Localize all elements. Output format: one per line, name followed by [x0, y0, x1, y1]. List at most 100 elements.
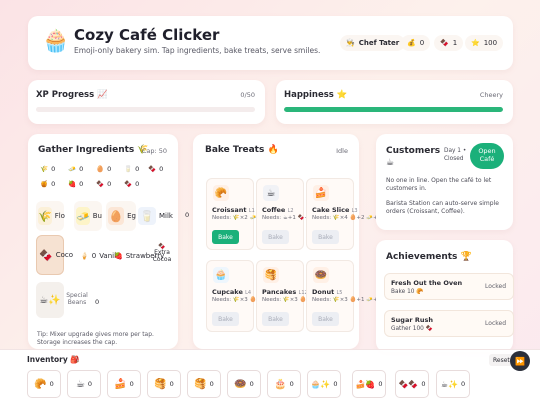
gather-tip: Tip: Mixer upgrade gives more per tap. S…: [37, 331, 154, 347]
inventory-slot[interactable]: 🍰🍓 0: [352, 370, 386, 398]
gather-flour-button[interactable]: 🌾 Flo: [36, 201, 65, 231]
birthday-cake-icon: 🎂: [274, 378, 287, 390]
slot-count: 0: [249, 380, 254, 388]
resource-cocoa: 🍫 0: [148, 165, 163, 173]
milk-count: 0: [185, 211, 190, 219]
gather-vanilla-button[interactable]: 🍦 0 Vanill: [80, 249, 120, 263]
recipe-name-text: Donut: [312, 288, 335, 296]
recipe-name: Croissant L1: [212, 206, 255, 214]
bake-donut-button[interactable]: Bake: [312, 312, 339, 326]
bake-coffee-button[interactable]: Bake: [262, 230, 289, 244]
gather-milk-button[interactable]: 🥛 Milk: [138, 201, 178, 231]
achievement-name: Sugar Rush: [391, 316, 433, 324]
inventory-slot[interactable]: 🎂 0: [267, 370, 301, 398]
cupcake-logo-icon: 🧁: [42, 29, 70, 54]
coffee-icon: ☕: [75, 378, 85, 390]
gather-strawberry-button[interactable]: 🍓 Strawberry: [114, 249, 174, 263]
recipe-needs: Needs: 🌾×3 🥚+1 🧈+1: [312, 297, 382, 303]
resource-special: 🍫 0: [124, 180, 139, 188]
milk-icon: 🥛: [124, 165, 133, 173]
chocolate-bars-icon: 🍫🍫: [398, 379, 419, 389]
recipe-level: L12: [298, 290, 308, 296]
inventory-slot[interactable]: 🧁✨ 0: [307, 370, 341, 398]
cupcake-icon: 🧁: [213, 267, 229, 283]
slot-count: 0: [49, 380, 54, 388]
customers-title: Customers ☕: [386, 146, 441, 168]
resource-count: 0: [107, 180, 112, 188]
reset-button[interactable]: Reset: [489, 354, 514, 366]
resource-count: 0: [51, 165, 56, 173]
recipe-needs: Needs: 🌾×2 🧈+1: [212, 215, 265, 221]
chef-badge[interactable]: 👨‍🍳 Chef Tater: [340, 35, 406, 51]
customers-panel: Customers ☕ Day 1 • Closed Open Café No …: [376, 134, 513, 230]
xp-value: 0/50: [240, 91, 255, 99]
inventory-slot[interactable]: ☕ 0: [67, 370, 101, 398]
open-cafe-button[interactable]: Open Café: [470, 143, 504, 169]
butter-icon: 🧈: [68, 165, 77, 173]
xp-bar-track: [36, 107, 255, 112]
tile-label: Extra Cocoa: [152, 249, 172, 263]
recipe-level: L4: [245, 290, 252, 296]
inventory-slot[interactable]: 🥞 0: [187, 370, 221, 398]
bake-panel: Bake Treats 🔥 Idle 🥐 Croissant L1 Needs:…: [193, 134, 381, 349]
ice-cream-icon: 🍦: [80, 252, 89, 260]
resource-honey: 🍯 0: [40, 180, 55, 188]
honey-icon: 🍯: [40, 180, 49, 188]
bake-pancakes-button[interactable]: Bake: [262, 312, 289, 326]
gather-egg-button[interactable]: 🥚 Eg: [106, 201, 136, 231]
chocolate-icon: 🍫: [158, 243, 166, 250]
coffee-icon: ☕: [263, 185, 279, 201]
croissant-icon: 🥐: [213, 185, 229, 201]
recipe-card-cupcake: 🧁 Cupcake L4 Needs: 🌾×3 🥚+1 🧈+1 Bake: [206, 260, 281, 332]
inventory-slot[interactable]: 🥐 0: [27, 370, 61, 398]
chef-icon: 👨‍🍳: [346, 39, 355, 47]
storage-cap: Cap: 50: [141, 147, 167, 155]
gather-butter-button[interactable]: 🧈 Bu: [74, 201, 102, 231]
inventory-slot[interactable]: 🍰 0: [107, 370, 141, 398]
recipe-level: L1: [248, 208, 255, 214]
cake-icon: 🍰: [114, 378, 127, 390]
happiness-card: Happiness ⭐ Cheery: [276, 80, 513, 124]
money-bag-icon: 💰: [407, 39, 416, 47]
day-status: Day 1 • Closed: [444, 148, 467, 162]
recipe-name-text: Pancakes: [262, 288, 297, 296]
milk-icon: 🥛: [138, 207, 156, 225]
chocolate-value: 1: [452, 39, 458, 47]
bake-cake-slice-button[interactable]: Bake: [312, 230, 339, 244]
chocolate-icon: 🍫: [124, 180, 133, 188]
coins-badge: 💰 0: [401, 35, 431, 51]
strawberry-cake-icon: 🍰🍓: [355, 379, 376, 389]
gather-extra-cocoa-button[interactable]: 🍫 Extra Cocoa: [146, 243, 178, 269]
resource-egg: 🥚 0: [96, 165, 111, 173]
inventory-slot[interactable]: 🍫🍫 0: [395, 370, 429, 398]
resource-count: 0: [107, 165, 112, 173]
recipe-name-text: Cake Slice: [312, 206, 350, 214]
achievements-title: Achievements 🏆: [386, 252, 472, 262]
gather-special-beans-button[interactable]: ☕✨: [36, 282, 64, 318]
inventory-slot[interactable]: 🥞 0: [147, 370, 181, 398]
resource-count: 0: [79, 180, 84, 188]
stars-value: 100: [483, 39, 498, 47]
recipe-card-coffee: ☕ Coffee L2 Needs: ☕+1 🍫+1 Bake: [256, 178, 313, 250]
bake-cupcake-button[interactable]: Bake: [212, 312, 239, 326]
xp-progress-card: XP Progress 📈 0/50: [28, 80, 265, 124]
egg-icon: 🥚: [96, 165, 105, 173]
sparkle-cupcake-icon: 🧁✨: [310, 379, 331, 389]
bake-title: Bake Treats 🔥: [205, 145, 279, 155]
butter-icon: 🧈: [76, 207, 90, 225]
resource-count: 0: [79, 165, 84, 173]
bake-croissant-button[interactable]: Bake: [212, 230, 239, 244]
inventory-slot[interactable]: 🍩 0: [227, 370, 261, 398]
app-subtitle: Emoji-only bakery sim. Tap ingredients, …: [74, 46, 321, 55]
pancakes-icon: 🥞: [154, 378, 167, 390]
happiness-bar-track: [284, 107, 503, 112]
croissant-icon: 🥐: [34, 378, 47, 390]
inventory-slot[interactable]: ☕✨ 0: [436, 370, 470, 398]
gather-cocoa-button[interactable]: 🍫 Coco: [36, 235, 73, 275]
fast-forward-icon[interactable]: ⏩: [510, 351, 530, 371]
achievements-panel: Achievements 🏆 Fresh Out the Oven Bake 1…: [376, 240, 514, 352]
inventory-title: Inventory 🎒: [27, 355, 80, 364]
app-title: Cozy Café Clicker: [74, 26, 220, 44]
app-header: 🧁 Cozy Café Clicker Emoji-only bakery si…: [28, 16, 513, 70]
recipe-name-text: Croissant: [212, 206, 247, 214]
